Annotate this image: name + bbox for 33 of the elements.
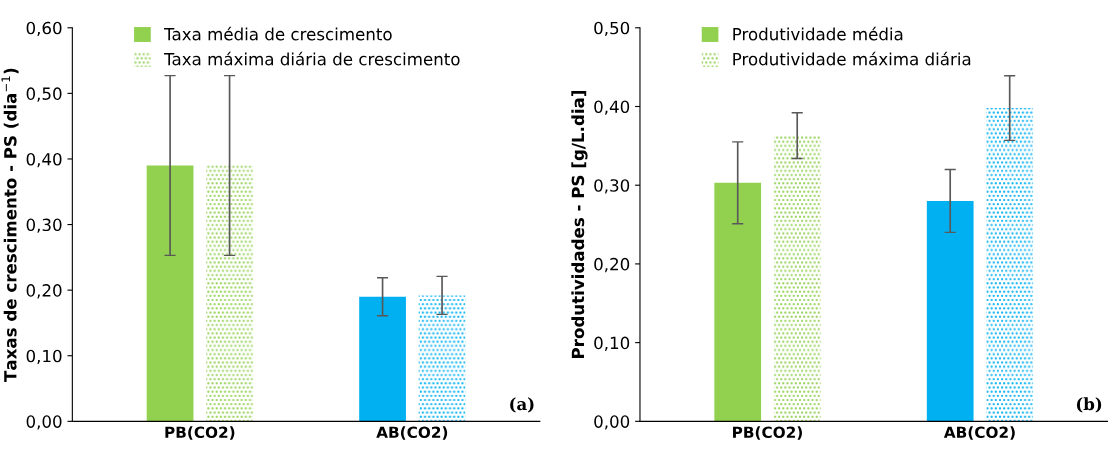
- y-tick-label: 0,50: [26, 87, 62, 102]
- legend-label: Taxa média de crescimento: [164, 26, 392, 41]
- y-tick-label: 0,10: [26, 349, 62, 365]
- bar: [206, 165, 253, 422]
- y-tick-label: 0,50: [594, 21, 630, 37]
- bar: [359, 296, 406, 422]
- bar: [926, 200, 974, 422]
- x-tick-label: AB(CO2): [943, 426, 1015, 440]
- y-tick-label: 0,00: [594, 415, 630, 430]
- legend-label: Taxa máxima diária de crescimento: [164, 51, 460, 66]
- legend-label: Produtividade média: [733, 26, 903, 41]
- bar: [714, 182, 762, 422]
- y-tick-label: 0,20: [26, 284, 62, 299]
- y-tick-label: 0,40: [26, 152, 62, 168]
- bar: [986, 108, 1034, 422]
- y-axis-title: Taxas de crescimento - PS (dia$^{−1}$): [1, 68, 19, 382]
- bar: [418, 295, 466, 422]
- y-tick-label: 0,00: [26, 415, 62, 430]
- legend-label: Produtividade máxima diária: [733, 51, 971, 66]
- y-axis-title: Produtividades - PS [g/L.dia]: [571, 91, 588, 358]
- y-tick-label: 0,30: [594, 179, 630, 194]
- annotation: (a): [510, 397, 534, 413]
- x-tick-label: AB(CO2): [376, 426, 448, 440]
- y-tick-label: 0,10: [594, 336, 630, 351]
- y-tick-label: 0,20: [594, 257, 630, 273]
- x-tick-label: PB(CO2): [733, 426, 802, 440]
- y-tick-label: 0,60: [26, 21, 62, 37]
- y-tick-label: 0,30: [26, 218, 62, 233]
- y-tick-label: 0,40: [594, 100, 630, 115]
- bar: [146, 165, 194, 422]
- bar: [773, 135, 821, 422]
- x-tick-label: PB(CO2): [165, 426, 235, 440]
- annotation: (b): [1076, 397, 1102, 413]
